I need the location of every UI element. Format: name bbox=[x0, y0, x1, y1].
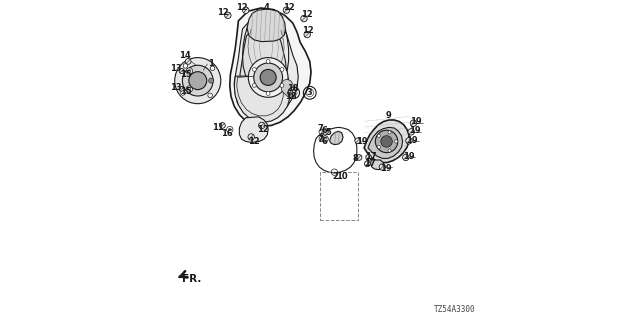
Text: 13: 13 bbox=[170, 84, 181, 92]
Circle shape bbox=[410, 120, 417, 126]
Circle shape bbox=[394, 140, 398, 143]
Text: 2: 2 bbox=[332, 172, 339, 181]
Circle shape bbox=[381, 136, 392, 147]
Circle shape bbox=[210, 66, 214, 70]
Text: 15: 15 bbox=[180, 87, 192, 96]
Circle shape bbox=[189, 72, 207, 90]
Circle shape bbox=[186, 68, 193, 74]
Circle shape bbox=[208, 93, 212, 98]
Text: 19: 19 bbox=[403, 152, 415, 161]
Circle shape bbox=[375, 130, 398, 153]
Circle shape bbox=[266, 60, 270, 63]
Text: 5: 5 bbox=[325, 128, 331, 137]
Circle shape bbox=[408, 129, 415, 135]
Text: 4: 4 bbox=[263, 3, 269, 12]
Polygon shape bbox=[364, 120, 409, 163]
Circle shape bbox=[248, 58, 288, 97]
Text: 12: 12 bbox=[301, 10, 312, 19]
Circle shape bbox=[379, 164, 385, 170]
Text: 19: 19 bbox=[410, 117, 422, 126]
Text: 19: 19 bbox=[406, 136, 418, 145]
Circle shape bbox=[283, 7, 289, 13]
Circle shape bbox=[377, 134, 380, 137]
Text: 16: 16 bbox=[221, 129, 233, 138]
Text: 12: 12 bbox=[283, 3, 294, 12]
Text: 12: 12 bbox=[248, 137, 259, 146]
Text: 12: 12 bbox=[257, 125, 269, 134]
Polygon shape bbox=[239, 117, 268, 142]
Text: 6: 6 bbox=[322, 126, 328, 135]
Text: 18: 18 bbox=[285, 92, 296, 101]
Circle shape bbox=[179, 68, 184, 74]
Text: 17: 17 bbox=[364, 159, 376, 168]
Text: 10: 10 bbox=[336, 172, 348, 181]
Text: 17: 17 bbox=[365, 152, 377, 161]
Circle shape bbox=[181, 91, 186, 95]
Circle shape bbox=[186, 59, 191, 64]
Circle shape bbox=[182, 65, 213, 96]
Polygon shape bbox=[230, 8, 311, 126]
Circle shape bbox=[406, 138, 412, 144]
Text: 7: 7 bbox=[318, 135, 323, 144]
Circle shape bbox=[356, 155, 362, 160]
Polygon shape bbox=[234, 76, 291, 122]
Circle shape bbox=[403, 154, 409, 161]
Polygon shape bbox=[183, 61, 212, 102]
Text: 9: 9 bbox=[386, 111, 392, 120]
Polygon shape bbox=[371, 160, 384, 170]
Text: 12: 12 bbox=[218, 8, 229, 17]
Polygon shape bbox=[234, 17, 298, 119]
Text: 19: 19 bbox=[356, 137, 368, 146]
Circle shape bbox=[388, 131, 391, 134]
Circle shape bbox=[301, 15, 307, 22]
Circle shape bbox=[252, 84, 256, 87]
Circle shape bbox=[304, 31, 310, 38]
Circle shape bbox=[179, 86, 184, 92]
Circle shape bbox=[254, 63, 283, 92]
Polygon shape bbox=[330, 131, 343, 145]
Circle shape bbox=[252, 68, 256, 71]
Text: 19: 19 bbox=[408, 126, 420, 135]
Polygon shape bbox=[240, 26, 287, 103]
Text: 14: 14 bbox=[179, 52, 191, 60]
Circle shape bbox=[322, 136, 328, 142]
Circle shape bbox=[243, 7, 249, 13]
Circle shape bbox=[280, 68, 284, 71]
Circle shape bbox=[259, 122, 265, 129]
Text: 6: 6 bbox=[322, 137, 328, 146]
Circle shape bbox=[280, 84, 284, 87]
Circle shape bbox=[186, 86, 193, 92]
Circle shape bbox=[175, 58, 221, 104]
Text: 19: 19 bbox=[380, 164, 392, 173]
Circle shape bbox=[209, 78, 214, 83]
Text: 12: 12 bbox=[236, 3, 248, 12]
Circle shape bbox=[377, 146, 380, 149]
Text: TZ54A3300: TZ54A3300 bbox=[433, 305, 475, 314]
Text: 8: 8 bbox=[353, 154, 358, 163]
Text: 3: 3 bbox=[307, 88, 312, 97]
Text: 15: 15 bbox=[180, 70, 192, 79]
Circle shape bbox=[183, 64, 188, 68]
Polygon shape bbox=[281, 79, 294, 97]
Circle shape bbox=[388, 149, 391, 152]
Text: 18: 18 bbox=[287, 84, 299, 93]
Circle shape bbox=[248, 134, 254, 140]
Circle shape bbox=[355, 138, 361, 144]
Circle shape bbox=[322, 129, 328, 135]
Circle shape bbox=[266, 92, 270, 95]
Circle shape bbox=[220, 123, 225, 128]
Text: 13: 13 bbox=[170, 64, 181, 73]
Text: 1: 1 bbox=[207, 59, 214, 68]
Circle shape bbox=[225, 12, 231, 19]
Text: FR.: FR. bbox=[182, 274, 201, 284]
Text: 11: 11 bbox=[212, 123, 224, 132]
Text: 12: 12 bbox=[302, 26, 314, 35]
Polygon shape bbox=[368, 127, 403, 158]
Circle shape bbox=[260, 69, 276, 85]
Text: 7: 7 bbox=[318, 124, 323, 133]
Polygon shape bbox=[247, 9, 285, 42]
Circle shape bbox=[365, 161, 370, 167]
Circle shape bbox=[366, 155, 371, 160]
